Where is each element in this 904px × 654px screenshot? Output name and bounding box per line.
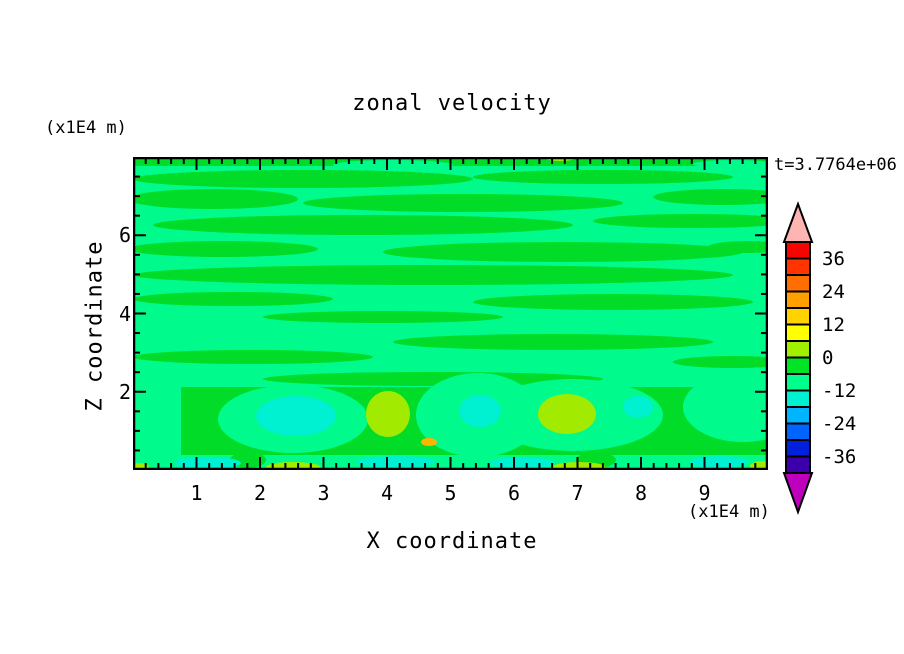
contour-plot xyxy=(133,157,768,470)
x-tick-label: 7 xyxy=(571,481,584,505)
x-tick-label: 2 xyxy=(253,481,267,505)
x-tick-label: 6 xyxy=(507,481,521,505)
x-axis-units-label: (x1E4 m) xyxy=(688,502,770,522)
x-tick-label: 9 xyxy=(698,481,711,505)
x-tick-label: 4 xyxy=(380,481,394,505)
colorbar-segment xyxy=(785,340,811,359)
colorbar-segment xyxy=(785,439,811,458)
colorbar-segment xyxy=(785,406,811,425)
colorbar-segment xyxy=(785,274,811,293)
z-tick-label: 6 xyxy=(118,223,131,248)
colorbar-tick-label: 24 xyxy=(822,280,845,303)
colorbar-segment xyxy=(785,257,811,276)
x-axis-label: X coordinate xyxy=(366,529,538,554)
z-axis-label: Z coordinate xyxy=(82,240,108,412)
z-axis-units-label: (x1E4 m) xyxy=(45,118,127,138)
colorbar-segment xyxy=(785,373,811,392)
colorbar-segment xyxy=(785,241,811,260)
z-tick-label: 4 xyxy=(118,301,131,326)
colorbar-over-arrow xyxy=(782,201,814,243)
colorbar xyxy=(782,201,814,515)
time-annotation: t=3.7764e+06 xyxy=(774,155,897,175)
colorbar-tick-label: 0 xyxy=(822,346,834,369)
colorbar-tick-label: -12 xyxy=(822,379,857,402)
colorbar-segment xyxy=(785,422,811,441)
colorbar-tick-label: 36 xyxy=(822,247,845,270)
chart-title: zonal velocity xyxy=(352,91,552,116)
x-tick-label: 3 xyxy=(317,481,330,505)
colorbar-tick-label: 12 xyxy=(822,313,845,336)
colorbar-under-arrow xyxy=(782,472,814,515)
colorbar-segment xyxy=(785,389,811,408)
plot-border xyxy=(133,157,768,470)
x-tick-label: 8 xyxy=(634,481,648,505)
colorbar-segment xyxy=(785,307,811,326)
colorbar-segment xyxy=(785,455,811,474)
z-tick-label: 2 xyxy=(118,379,131,404)
colorbar-segment xyxy=(785,290,811,309)
colorbar-segment xyxy=(785,323,811,342)
colorbar-tick-label: -24 xyxy=(822,412,857,435)
colorbar-segment xyxy=(785,356,811,375)
x-tick-label: 5 xyxy=(444,481,457,505)
field-bottom-zone xyxy=(133,157,768,470)
x-tick-label: 1 xyxy=(190,481,203,505)
colorbar-tick-label: -36 xyxy=(822,445,857,468)
